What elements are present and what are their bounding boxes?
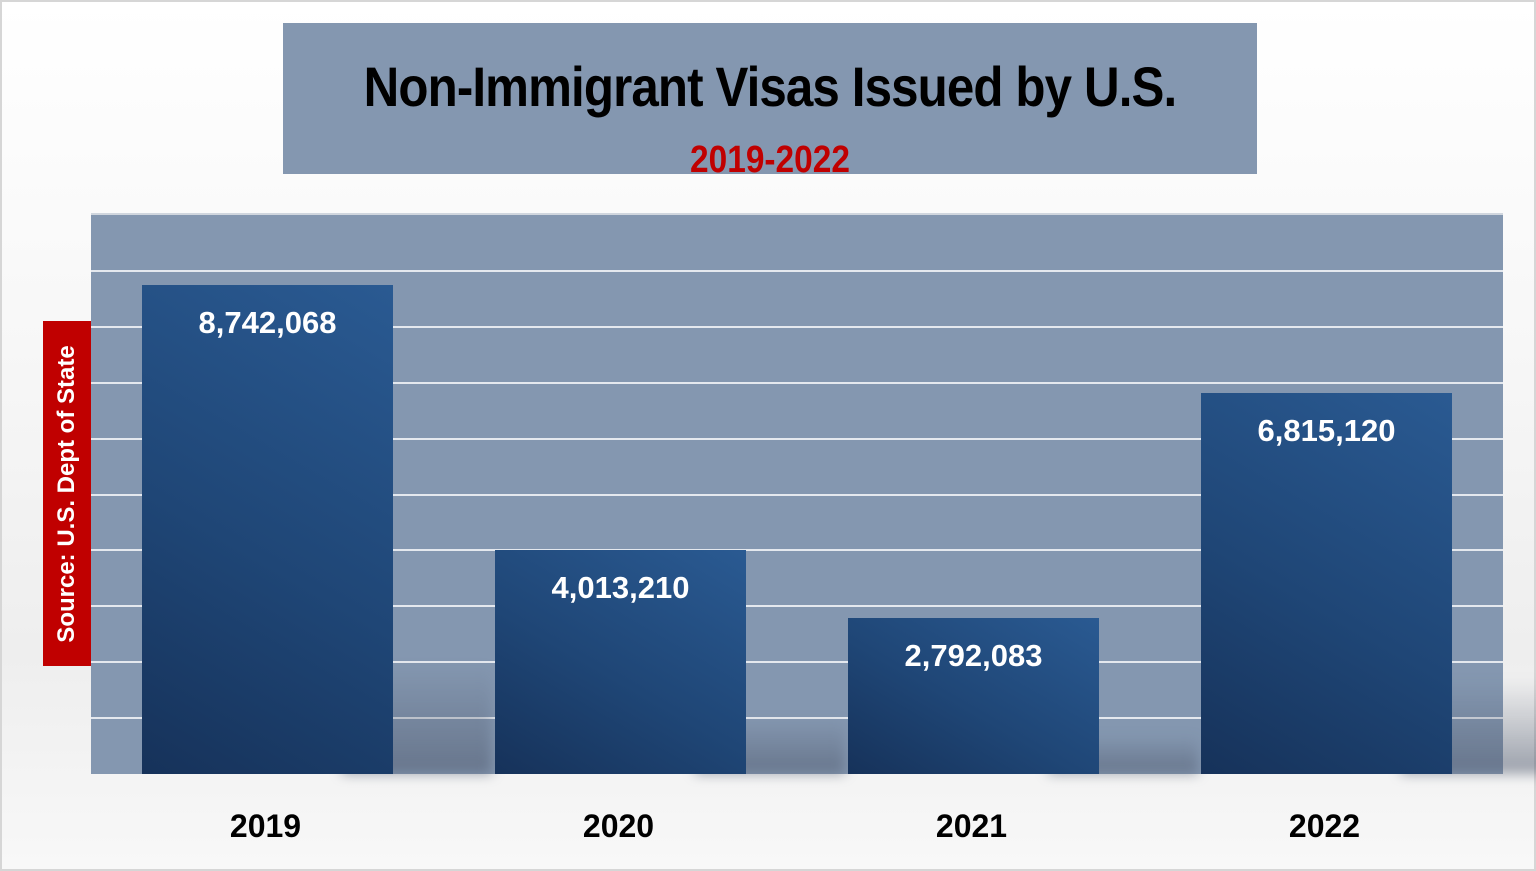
source-label: Source: U.S. Dept of State — [53, 344, 80, 643]
bar-value-label: 6,815,120 — [1257, 413, 1396, 449]
bar-value-label: 4,013,210 — [551, 569, 690, 605]
gridline — [91, 549, 1503, 552]
x-axis-label-2021: 2021 — [935, 808, 1008, 844]
gridline — [91, 381, 1503, 384]
x-axis-label-2019: 2019 — [229, 808, 302, 844]
gridline — [91, 269, 1503, 272]
gridline — [91, 493, 1503, 496]
bar-value-label: 2,792,083 — [904, 637, 1043, 673]
gridline — [91, 437, 1503, 440]
gridline — [91, 325, 1503, 328]
x-axis-label-2022: 2022 — [1288, 808, 1361, 844]
bar-2020: 4,013,210 — [495, 549, 746, 774]
source-badge: Source: U.S. Dept of State — [43, 321, 91, 666]
chart-title: Non-Immigrant Visas Issued by U.S. — [363, 55, 1178, 118]
plot-area: 8,742,068 4,013,210 2,792,083 6,815,120 — [91, 213, 1536, 774]
bar-2021: 2,792,083 — [848, 617, 1099, 774]
gridline — [91, 661, 1503, 664]
bar-value-label: 8,742,068 — [198, 305, 337, 341]
title-box: Non-Immigrant Visas Issued by U.S. 2019-… — [283, 23, 1257, 179]
bar-2019: 8,742,068 — [142, 285, 393, 774]
bar-2022: 6,815,120 — [1201, 393, 1452, 774]
chart-subtitle: 2019-2022 — [690, 139, 850, 181]
gridline — [91, 605, 1503, 608]
x-axis-label-2020: 2020 — [582, 808, 655, 844]
